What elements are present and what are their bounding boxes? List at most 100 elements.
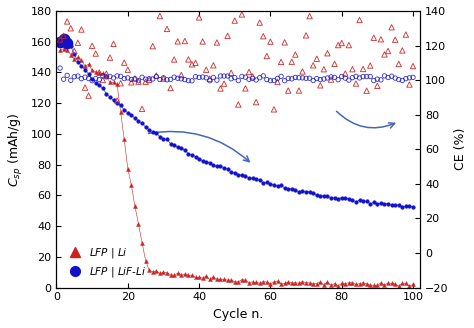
Point [163,270,171,276]
Point [131,115,139,121]
Point [81,74,89,80]
Point [92,51,100,56]
Point [274,278,282,284]
Point [388,203,395,208]
Point [377,200,385,206]
Point [184,78,192,83]
Point [113,98,121,103]
Point [231,171,238,176]
Point [163,137,171,142]
Point [313,193,320,198]
Point [224,166,231,172]
Point [131,76,139,81]
Point [213,78,221,83]
Point [120,60,128,65]
Point [220,81,228,86]
Point [381,282,388,288]
Point [370,35,378,40]
Point [331,75,338,80]
Point [153,74,160,79]
Point [124,110,132,115]
Point [366,63,374,68]
Point [348,67,356,72]
Point [120,108,128,113]
Point [146,76,153,81]
Point [78,57,85,62]
Point [259,73,267,78]
Point [356,197,364,203]
Point [334,77,342,82]
Point [110,75,118,81]
Point [81,64,89,69]
Point [320,76,328,82]
Point [64,41,71,46]
Point [392,281,399,287]
Point [284,76,292,81]
Point [277,74,285,79]
Point [266,281,274,286]
Point [153,268,160,274]
Point [338,74,346,79]
Point [324,279,331,285]
Point [177,272,185,277]
Point [266,39,274,44]
Point [381,73,388,78]
Point [117,103,125,108]
Point [195,275,203,280]
Point [310,78,317,83]
Point [102,71,110,76]
Point [295,75,303,80]
Point [220,73,228,79]
Point [317,83,324,88]
Point [324,75,331,81]
Point [95,77,103,82]
Point [370,78,378,83]
Point [259,279,267,284]
Point [345,42,353,48]
Point [99,86,107,91]
Point [142,125,149,130]
Point [370,200,378,205]
Point [228,277,235,283]
Point [252,280,260,285]
Point [256,178,264,183]
Point [156,271,164,276]
Point [95,70,103,75]
Point [120,137,128,142]
Point [345,196,353,202]
Point [288,280,296,285]
Point [395,61,402,67]
Point [92,80,100,86]
Point [374,76,381,82]
Point [102,91,110,96]
Point [188,152,196,157]
Point [110,41,118,46]
Point [399,281,406,286]
Point [331,281,338,286]
Point [78,76,85,81]
Point [160,137,167,142]
Point [320,193,328,198]
Point [67,78,74,83]
Point [249,76,256,81]
Point [195,156,203,161]
Point [142,258,149,263]
X-axis label: Cycle n.: Cycle n. [213,308,264,321]
Point [192,74,200,79]
Point [259,180,267,185]
Point [324,194,331,199]
Point [210,63,217,68]
Point [228,76,235,81]
Point [327,77,335,82]
Point [399,48,406,53]
Point [256,20,264,25]
Point [388,281,395,286]
Point [341,195,349,201]
Point [299,189,306,194]
Point [188,273,196,278]
Point [263,279,271,285]
Point [156,13,164,19]
Point [277,59,285,65]
Point [71,57,78,62]
Point [138,106,146,112]
